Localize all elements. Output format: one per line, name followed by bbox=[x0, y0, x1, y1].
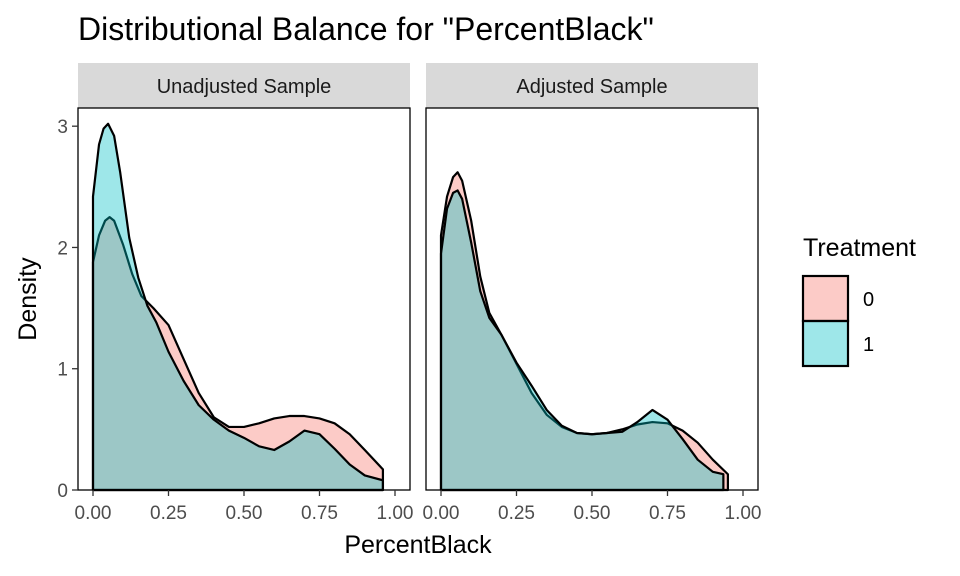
x-tick-label: 0.25 bbox=[150, 503, 187, 524]
x-tick-label: 0.50 bbox=[574, 503, 611, 524]
x-tick-label: 0.00 bbox=[423, 503, 460, 524]
y-tick-label: 1 bbox=[57, 360, 68, 381]
facet-panel-2: Adjusted Sample 0.00 0.25 0.50 0.75 1.00 bbox=[423, 63, 762, 524]
facet-strip-label: Adjusted Sample bbox=[516, 76, 667, 98]
facet-strip bbox=[426, 63, 758, 108]
y-tick-label: 2 bbox=[57, 238, 68, 259]
density-area-treatment-1 bbox=[439, 189, 725, 492]
facet-strip-label: Unadjusted Sample bbox=[157, 76, 332, 98]
x-tick-label: 0.75 bbox=[301, 503, 338, 524]
legend-label-0: 0 bbox=[863, 289, 874, 311]
x-axis-title: PercentBlack bbox=[344, 531, 492, 559]
x-tick-label: 1.00 bbox=[725, 503, 762, 524]
legend-label-1: 1 bbox=[863, 334, 874, 356]
plot-background bbox=[426, 108, 758, 490]
chart-title: Distributional Balance for "PercentBlack… bbox=[78, 11, 654, 47]
density-area-treatment-1 bbox=[91, 122, 385, 492]
legend-key-1 bbox=[801, 319, 850, 368]
facet-panel-1: Unadjusted Sample 0.00 0.25 0.50 0.75 1.00 0 1 2… bbox=[57, 63, 413, 524]
facet-strip bbox=[78, 63, 410, 108]
y-axis-title: Density bbox=[14, 257, 42, 341]
legend: Treatment 0 1 bbox=[801, 234, 916, 368]
legend-title: Treatment bbox=[803, 234, 916, 262]
facet-panels: Unadjusted Sample 0.00 0.25 0.50 0.75 1.00 0 1 2… bbox=[57, 63, 761, 524]
y-tick-label: 0 bbox=[57, 481, 68, 502]
x-tick-label: 0.50 bbox=[226, 503, 263, 524]
x-tick-label: 0.75 bbox=[649, 503, 686, 524]
x-tick-label: 1.00 bbox=[377, 503, 414, 524]
y-tick-label: 3 bbox=[57, 117, 68, 138]
legend-key-0 bbox=[801, 274, 850, 323]
x-tick-label: 0.00 bbox=[75, 503, 112, 524]
density-area-treatment-0 bbox=[91, 216, 385, 492]
x-tick-label: 0.25 bbox=[498, 503, 535, 524]
